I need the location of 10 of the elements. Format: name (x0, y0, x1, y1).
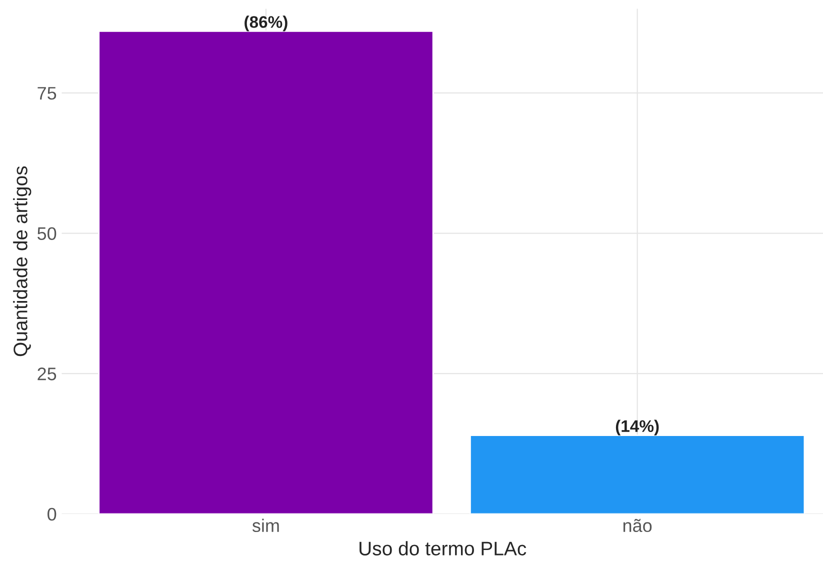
x-tick-label: sim (252, 518, 279, 532)
y-tick-label: 50 (38, 227, 56, 240)
y-tick-label: 0 (48, 508, 56, 521)
y-axis-title: Quantidade de artigos (13, 166, 32, 356)
data-label: (86%) (244, 16, 288, 32)
y-tick-label: 75 (38, 87, 56, 100)
x-tick-label: não (623, 518, 652, 532)
data-label: (14%) (616, 420, 659, 436)
y-tick-label: 25 (38, 368, 56, 380)
x-axis-title: Uso do termo PLAc (360, 541, 526, 556)
